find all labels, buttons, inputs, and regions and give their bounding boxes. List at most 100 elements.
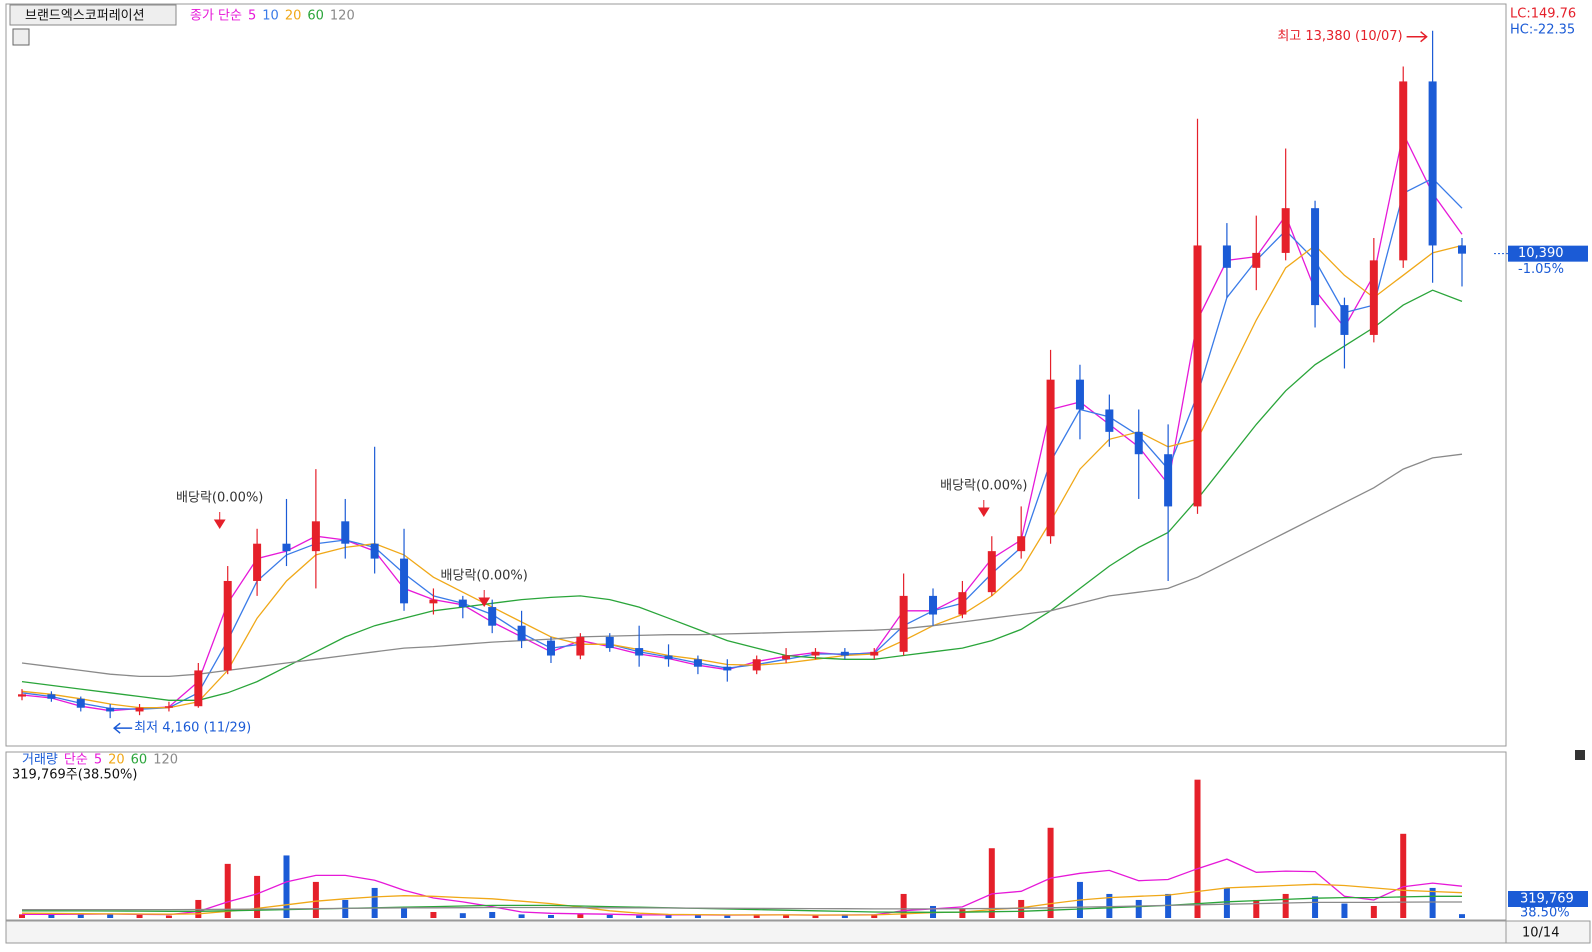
candle-body [1281, 208, 1290, 253]
volume-ma-line [21, 883, 1463, 916]
ma-line [21, 177, 1463, 710]
candle-body [1399, 81, 1408, 261]
candle-body [664, 655, 673, 660]
volume-bar [665, 914, 672, 918]
candle-body [1369, 260, 1378, 335]
volume-bar [371, 887, 378, 918]
legend-entry: 60 [131, 753, 148, 768]
volume-bar [724, 915, 731, 918]
volume-bar [1047, 827, 1054, 918]
candle-body [47, 694, 56, 699]
volume-panel [5, 751, 1507, 921]
volume-bar [107, 914, 114, 918]
annotation-arrow [478, 590, 491, 607]
legend-entry: 5 [94, 753, 102, 768]
volume-bar [1018, 899, 1025, 918]
annotation: 배당락(0.00%) [176, 491, 263, 506]
volume-bar [1135, 899, 1142, 918]
volume-bar [48, 914, 55, 918]
high-label: 최고 13,380 (10/07) [1277, 29, 1402, 44]
last-date: 10/14 [1522, 926, 1559, 941]
volume-bar [694, 914, 701, 918]
candle-body [488, 607, 497, 626]
volume-bar [988, 848, 995, 918]
close-icon[interactable] [1575, 750, 1585, 760]
volume-ma-line [22, 895, 1462, 913]
candle-body [458, 599, 467, 608]
lc-label: LC:149.76 [1510, 7, 1576, 22]
volume-bar [459, 913, 466, 918]
volume-bar [1312, 896, 1319, 918]
labels-layer: 종가 단순 5 10 20 60 120 거래량 단순 5 20 60 120 최고 13,380 (1… [22, 9, 1588, 921]
candle-body [370, 543, 379, 559]
candle-body [1252, 252, 1261, 268]
volume-bar [900, 893, 907, 918]
high-arrow [1406, 31, 1428, 43]
volume-bar [77, 913, 84, 918]
volume-bar [783, 914, 790, 918]
candle-body [1193, 245, 1202, 507]
candle-body [987, 551, 996, 593]
volume-bar [312, 881, 319, 918]
hc-label: HC:-22.35 [1510, 23, 1575, 38]
candle-body [870, 651, 879, 656]
annotation-arrow [977, 500, 990, 517]
candle-body [282, 543, 291, 552]
volume-status: 319,769주(38.50%) [12, 768, 137, 783]
candle-body [1164, 454, 1173, 507]
legend-entry: 120 [330, 9, 355, 24]
marks-layer [18, 30, 1466, 918]
volume-bar [1400, 833, 1407, 918]
candle-body [1458, 245, 1466, 254]
candle-body [723, 666, 732, 671]
volume-bar [1429, 887, 1436, 918]
candle-body [1311, 208, 1320, 306]
annotation: 배당락(0.00%) [441, 569, 528, 584]
candle-body [18, 694, 26, 697]
legend-entry: 단순 [64, 753, 88, 768]
volume-bar [1370, 905, 1377, 918]
title-box[interactable] [9, 4, 177, 26]
candle-body [1134, 431, 1143, 455]
grid-icon[interactable] [12, 28, 30, 46]
volume-bar [518, 914, 525, 918]
volume-bar [1341, 903, 1348, 918]
legend-entry: 5 [248, 9, 256, 24]
legend-entry: 종가 단순 [190, 9, 242, 24]
price-panel [5, 3, 1507, 747]
candle-body [693, 659, 702, 667]
annotation: 배당락(0.00%) [940, 479, 1027, 494]
candle-body [1428, 81, 1437, 246]
low-label: 최저 4,160 (11/29) [134, 721, 251, 736]
volume-bar [812, 915, 819, 918]
candle-body [194, 670, 203, 707]
last-volume-label: 319,769 [1520, 892, 1574, 907]
candle-body [341, 521, 350, 544]
candle-body [76, 698, 85, 708]
candle-body [253, 543, 262, 581]
ma-line [21, 453, 1463, 678]
candle-body [400, 558, 409, 604]
annotation-arrow [213, 512, 226, 529]
legend-entry: 10 [262, 9, 279, 24]
candle-body [106, 707, 115, 712]
chart-title: 브랜드엑스코퍼레이션 [25, 9, 145, 24]
candle-body [811, 651, 820, 656]
low-arrow [112, 722, 133, 734]
volume-bar [1282, 893, 1289, 918]
volume-ma-line [22, 901, 1462, 911]
legend-entry: 20 [285, 9, 302, 24]
volume-bar [489, 911, 496, 918]
last-ratio-label: 38.50% [1520, 906, 1570, 921]
candle-body [164, 706, 173, 708]
volume-bar [547, 914, 554, 918]
candle-body [1046, 379, 1055, 537]
volume-bar [1194, 779, 1201, 918]
candle-body [223, 580, 232, 671]
ma-line [21, 289, 1463, 701]
candle-body [929, 595, 938, 615]
candle-body [135, 707, 144, 712]
volume-bar [254, 875, 261, 918]
volume-bar [577, 914, 584, 918]
